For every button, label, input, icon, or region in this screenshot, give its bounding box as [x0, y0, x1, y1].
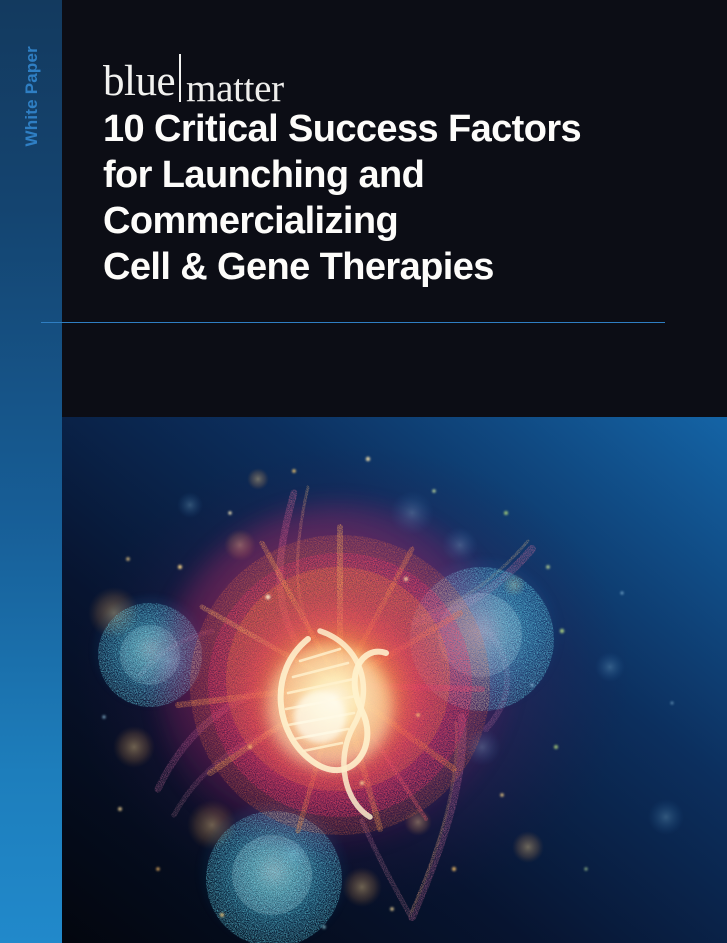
spine-label-text: White Paper — [21, 46, 41, 147]
hero-illustration — [62, 417, 727, 943]
hero-image — [62, 417, 727, 943]
title-line-1: 10 Critical Success Factors — [103, 108, 582, 150]
glowing-cell — [158, 503, 522, 867]
brand-logo[interactable]: blue matter — [103, 47, 284, 108]
logo-word-matter: matter — [186, 67, 284, 110]
header-divider — [41, 322, 665, 323]
title-line-4: Cell & Gene Therapies — [103, 246, 494, 288]
title-line-2: for Launching and — [103, 154, 425, 196]
document-spine: White Paper — [0, 0, 62, 943]
cover-header: blue matter 10 Critical Success Factors … — [62, 0, 727, 417]
title-line-3: Commercializing — [103, 200, 399, 242]
logo-divider-bar — [179, 54, 182, 102]
sparkle-dots — [102, 456, 674, 929]
page-title: 10 Critical Success Factors for Launchin… — [103, 106, 703, 290]
logo-word-blue: blue — [103, 58, 176, 105]
spine-label: White Paper — [0, 46, 62, 246]
